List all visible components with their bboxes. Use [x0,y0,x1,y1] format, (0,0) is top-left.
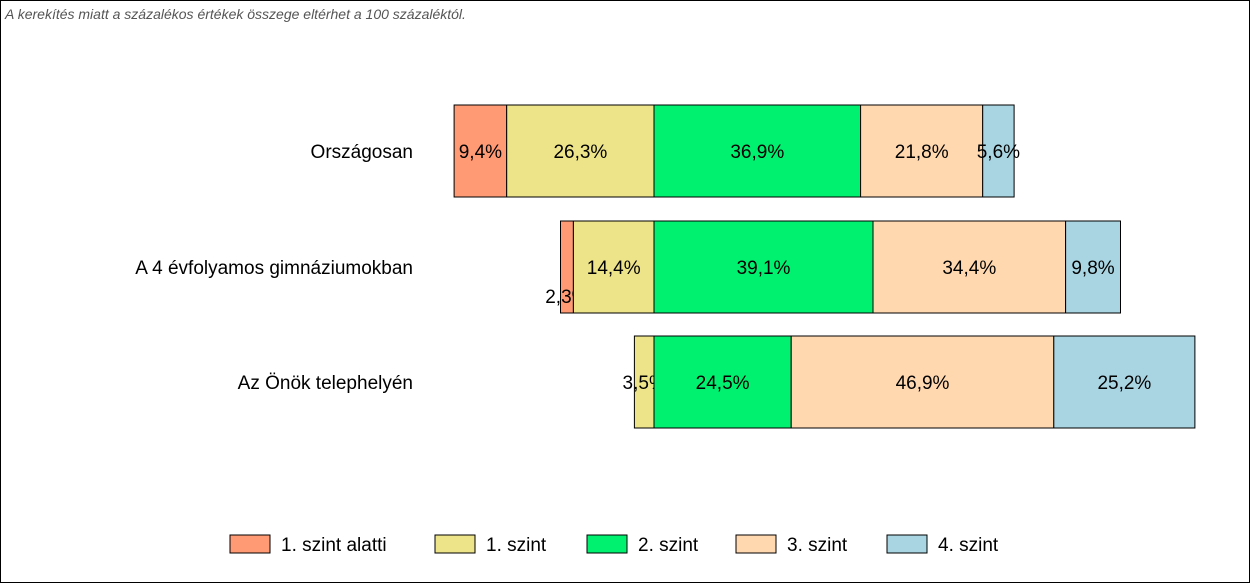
data-label: 46,9% [896,373,950,394]
data-label: 36,9% [730,142,784,163]
data-label: 26,3% [553,142,607,163]
data-label: 21,8% [895,142,949,163]
bar-segment [1053,335,1196,429]
data-label: 9,4% [459,142,502,163]
bar-segment [982,104,1015,198]
bar-segment [506,104,655,198]
category-label: A 4 évfolyamos gimnáziumokban [135,258,413,279]
legend-label: 1. szint [486,535,547,556]
legend-label: 3. szint [787,535,848,556]
data-label: 9,8% [1071,258,1114,279]
rounding-note: A kerekítés miatt a százalékos értékek ö… [5,6,466,22]
legend-swatch [886,534,928,554]
data-label: 39,1% [737,258,791,279]
bar-segment [1065,220,1121,314]
data-label: 14,4% [587,258,641,279]
legend-swatch [586,534,628,554]
bar-segment [572,220,655,314]
data-label: 5,6% [977,142,1020,163]
legend-label: 1. szint alatti [281,535,387,556]
bar-segment [860,104,984,198]
legend-label: 4. szint [938,535,999,556]
category-label: Országosan [311,142,413,163]
legend-label: 2. szint [638,535,699,556]
data-label: 25,2% [1097,373,1151,394]
legend-swatch [735,534,777,554]
bar-segment [653,335,792,429]
data-label: 34,4% [942,258,996,279]
bar-segment [790,335,1055,429]
category-label: Az Önök telephelyén [238,373,413,394]
legend-swatch [229,534,271,554]
data-label: 24,5% [696,373,750,394]
bar-segment [872,220,1067,314]
bar-segment [653,220,874,314]
legend-swatch [434,534,476,554]
